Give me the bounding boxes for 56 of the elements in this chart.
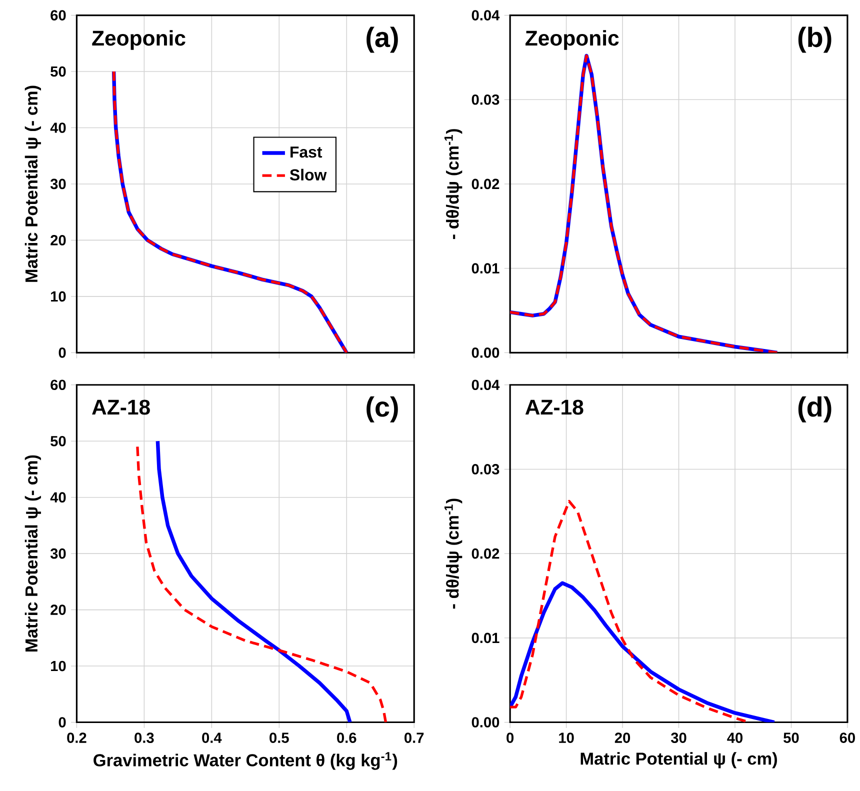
line-series (156, 439, 352, 722)
y-tick-label: 0.00 (472, 717, 500, 728)
legend-label: Fast (290, 146, 322, 158)
y-tick-label: 20 (50, 604, 66, 615)
y-tick-label: 50 (50, 66, 66, 77)
x-tick-label: 60 (840, 732, 855, 743)
y-tick-label: 20 (50, 235, 66, 246)
text: Zeoponic (92, 30, 186, 50)
annotation: (d) (798, 396, 832, 422)
y-tick-label: 30 (50, 178, 66, 190)
y-axis-title: Matric Potential ψ (- cm) (24, 86, 41, 282)
text: Zeoponic (526, 30, 619, 50)
x-tick-label: 30 (670, 732, 686, 743)
annotation: (c) (366, 396, 398, 422)
x-tick-label: 0.3 (134, 732, 154, 743)
x-axis-title: Matric Potential ψ (- cm) (580, 752, 777, 768)
line-series (510, 581, 776, 722)
text: AZ-18 (525, 400, 584, 415)
y-tick-label: 30 (50, 548, 66, 559)
x-axis-title: Gravimetric Water Content θ (kg kg$^{-1}$) (94, 752, 398, 770)
y-tick-label: 40 (50, 122, 66, 133)
y-axis-title: Matric Potential ψ (- cm) (24, 455, 41, 652)
x-tick-label: 0 (506, 732, 514, 743)
line-series (136, 445, 388, 722)
y-tick-label: 0.04 (472, 380, 500, 390)
x-tick-label: 0.5 (270, 732, 289, 743)
y-tick-label: 0.02 (472, 548, 500, 559)
x-tick-label: 10 (559, 732, 574, 743)
annotation: (a) (366, 26, 398, 53)
y-tick-label: 0.01 (472, 632, 500, 644)
y-tick-label: 0.01 (472, 263, 500, 274)
y-tick-label: 0.02 (472, 178, 500, 190)
y-tick-label: 0.03 (472, 464, 500, 474)
text: AZ-18 (92, 400, 150, 415)
x-tick-label: 0.4 (202, 732, 222, 743)
y-tick-label: 10 (51, 660, 66, 672)
y-tick-label: 0.04 (472, 10, 500, 20)
annotation: (b) (798, 26, 832, 53)
x-tick-label: 0.2 (67, 732, 86, 743)
x-tick-label: 0.6 (337, 732, 356, 743)
y-tick-label: 50 (50, 436, 66, 446)
y-axis-title: - dθ/dψ (cm$^{-1}$) (444, 129, 462, 240)
y-tick-label: 10 (51, 291, 66, 302)
y-tick-label: 0 (58, 717, 66, 728)
y-tick-label: 40 (50, 492, 66, 503)
y-tick-label: 0 (58, 348, 66, 358)
x-tick-label: 0.7 (404, 732, 424, 743)
x-tick-label: 50 (784, 732, 799, 743)
x-tick-label: 20 (614, 732, 630, 743)
y-tick-label: 0.00 (472, 348, 500, 358)
y-axis-title: - dθ/dψ (cm$^{-1}$) (444, 498, 462, 609)
y-tick-label: 60 (50, 380, 66, 390)
legend-label: Slow (290, 168, 327, 181)
x-tick-label: 40 (727, 732, 743, 743)
y-tick-label: 0.03 (472, 94, 500, 105)
y-tick-label: 60 (50, 10, 66, 20)
